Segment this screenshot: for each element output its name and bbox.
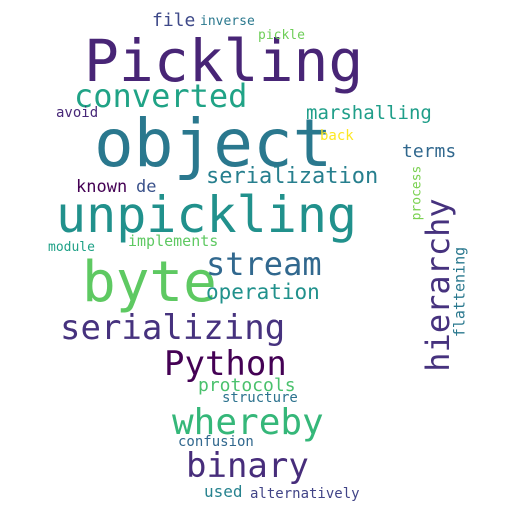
word-whereby: whereby xyxy=(172,402,324,443)
word-process: process xyxy=(409,165,425,221)
word-pickle: pickle xyxy=(258,28,305,43)
word-python: Python xyxy=(164,344,287,384)
word-binary: binary xyxy=(186,446,309,486)
word-terms: terms xyxy=(402,141,457,162)
word-de: de xyxy=(136,177,157,197)
word-pickling: Pickling xyxy=(84,27,364,95)
word-implements: implements xyxy=(128,232,219,250)
word-hierarchy: hierarchy xyxy=(419,198,457,372)
word-file: file xyxy=(152,10,196,31)
word-unpickling: unpickling xyxy=(56,186,358,244)
word-converted: converted xyxy=(74,77,248,115)
word-confusion: confusion xyxy=(178,434,254,450)
word-object: object xyxy=(94,105,333,182)
word-marshalling: marshalling xyxy=(306,102,432,124)
word-operation: operation xyxy=(206,280,320,304)
word-avoid: avoid xyxy=(56,105,99,121)
word-flattening: flattening xyxy=(450,246,469,338)
word-serialization: serialization xyxy=(206,164,379,189)
word-known: known xyxy=(76,177,128,197)
word-inverse: inverse xyxy=(200,14,255,29)
word-byte: byte xyxy=(82,250,217,315)
word-protocols: protocols xyxy=(198,375,296,396)
word-back: back xyxy=(320,128,354,144)
word-used: used xyxy=(204,482,243,501)
word-alternatively: alternatively xyxy=(250,486,360,502)
word-stream: stream xyxy=(206,245,322,283)
word-module: module xyxy=(48,240,95,255)
word-serializing: serializing xyxy=(60,308,286,348)
word-structure: structure xyxy=(222,390,298,406)
